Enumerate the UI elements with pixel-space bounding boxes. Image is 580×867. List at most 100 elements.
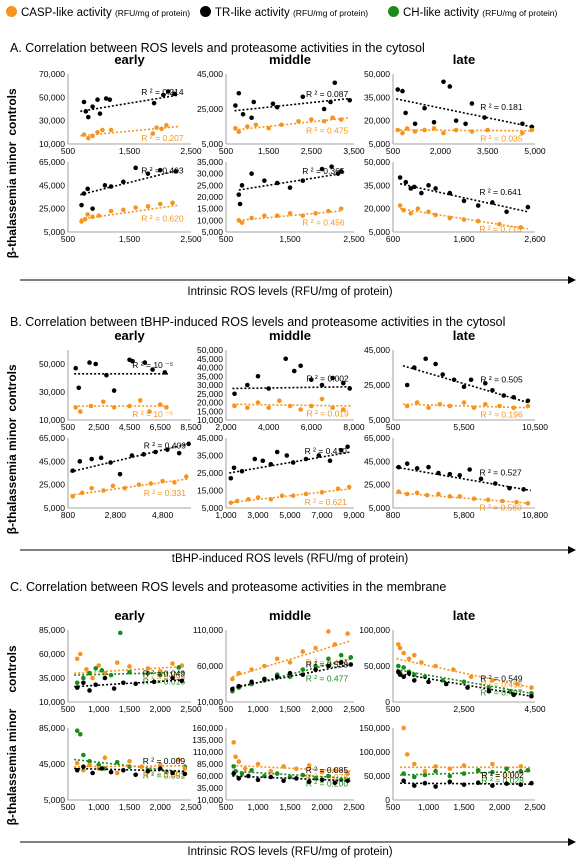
legend: CASP-like activity (RFU/mg of protein) T… (0, 2, 580, 24)
y-tick-label: 15,000 (197, 204, 223, 214)
data-point-tr (426, 183, 431, 188)
data-point-tr (255, 777, 261, 783)
data-point-ch (433, 768, 438, 774)
y-tick-label: 70,000 (39, 69, 65, 79)
data-point-tr (397, 175, 403, 180)
data-point-ch (74, 680, 80, 686)
x-tick-label: 2,500 (180, 146, 202, 156)
data-point-tr (108, 184, 114, 189)
r-squared-label: R ² = 0.463 (141, 165, 184, 175)
trendline-casp (396, 129, 532, 132)
data-point-casp (147, 409, 152, 414)
x-tick-label: 10,800 (522, 510, 548, 520)
y-tick-label: 20,000 (197, 192, 223, 202)
y-tick-label: 45,000 (39, 456, 65, 466)
x-tick-label: 2,000 (311, 802, 333, 812)
x-tick-label: 1,000 (418, 802, 440, 812)
r-squared-label: R ² = 0.019 (306, 408, 349, 418)
data-point-tr (141, 452, 146, 457)
x-axis-title: tBHP-induced ROS levels (RFU/mg of prote… (172, 553, 409, 565)
x-tick-label: 3,000 (247, 510, 269, 520)
data-point-ch (412, 774, 417, 780)
data-point-ch (475, 767, 481, 773)
y-tick-label: 45,000 (197, 354, 223, 364)
x-tick-label: 8,000 (343, 422, 365, 432)
data-point-tr (173, 169, 178, 174)
data-point-tr (338, 169, 344, 174)
y-tick-label: 45,000 (364, 345, 390, 355)
data-point-tr (231, 771, 236, 776)
x-tick-label: 7,000 (311, 510, 333, 520)
y-tick-label: 50,000 (364, 771, 390, 781)
y-tick-label: 5,000 (202, 503, 224, 513)
data-point-ch (338, 652, 344, 658)
r-squared-label: R ² = 0.016 (143, 676, 186, 686)
y-tick-label: 35,000 (364, 180, 390, 190)
y-tick-label: 25,000 (364, 380, 390, 390)
data-point-tr (525, 204, 531, 210)
data-point-tr (90, 206, 95, 211)
data-point-tr (431, 119, 437, 125)
y-tick-label: 25,000 (197, 180, 223, 190)
x-tick-label: 800 (386, 510, 400, 520)
row-label: controls (5, 364, 19, 412)
r-squared-label: R ² = 0.456 (302, 218, 345, 228)
data-point-tr (468, 377, 474, 383)
legend-label: CH-like activity (403, 7, 480, 19)
data-point-casp (309, 117, 314, 122)
data-point-casp (319, 769, 325, 775)
trendline-tr (74, 679, 185, 688)
data-point-casp (441, 130, 446, 136)
y-tick-label: 35,000 (197, 451, 223, 461)
y-tick-label: 30,000 (197, 169, 223, 179)
y-tick-label: 15,000 (197, 406, 223, 416)
x-tick-label: 2,000 (150, 704, 172, 714)
r-squared-label: R ² = 0.456 (480, 680, 523, 690)
data-point-ch (287, 674, 293, 680)
x-tick-label: 2,500 (180, 802, 202, 812)
casp-dot-icon (6, 6, 17, 17)
data-point-tr (453, 118, 459, 123)
x-tick-label: 2,500 (343, 802, 365, 812)
trendline-casp (402, 403, 528, 409)
x-tick-label: 500 (219, 704, 233, 714)
x-tick-label: 5,500 (453, 422, 475, 432)
r-squared-label: R ² = 0.641 (479, 187, 522, 197)
y-tick-label: 65,000 (39, 433, 65, 443)
data-point-tr (504, 781, 509, 786)
data-point-ch (108, 672, 114, 678)
data-point-casp (404, 752, 410, 757)
data-point-tr (486, 688, 492, 694)
x-tick-label: 10,500 (522, 422, 548, 432)
trendline-tr (395, 466, 531, 492)
data-point-tr (237, 201, 243, 207)
data-point-casp (490, 761, 495, 767)
trendline-casp (80, 125, 179, 137)
data-point-tr (403, 110, 408, 116)
data-point-casp (274, 656, 280, 662)
legend-item-casp: CASP-like activity (RFU/mg of protein) (6, 6, 190, 19)
x-tick-label: 1,500 (119, 146, 141, 156)
data-point-tr (347, 97, 353, 103)
x-tick-label: 4,500 (524, 704, 546, 714)
x-axis-title: Intrinsic ROS levels (RFU/mg of protein) (187, 286, 392, 298)
y-tick-label: 10,000 (39, 139, 65, 149)
data-point-casp (114, 660, 120, 665)
data-point-casp (137, 398, 143, 403)
y-tick-label: 10,000 (39, 697, 65, 707)
x-tick-label: 2,000 (215, 422, 237, 432)
data-point-tr (475, 203, 481, 208)
row-label: controls (5, 645, 19, 693)
r-squared-label: R ² = 0.560 (479, 502, 522, 512)
trendline-casp (232, 640, 352, 678)
trendline-casp (229, 487, 351, 504)
data-point-casp (400, 130, 405, 136)
data-point-tr (298, 363, 303, 369)
data-point-tr (457, 473, 463, 478)
x-tick-label: 2,600 (524, 234, 546, 244)
x-tick-label: 9,000 (343, 510, 365, 520)
data-point-tr (85, 114, 91, 120)
data-point-tr (89, 456, 94, 462)
x-tick-label: 500 (386, 802, 400, 812)
x-tick-label: 1,000 (215, 510, 237, 520)
